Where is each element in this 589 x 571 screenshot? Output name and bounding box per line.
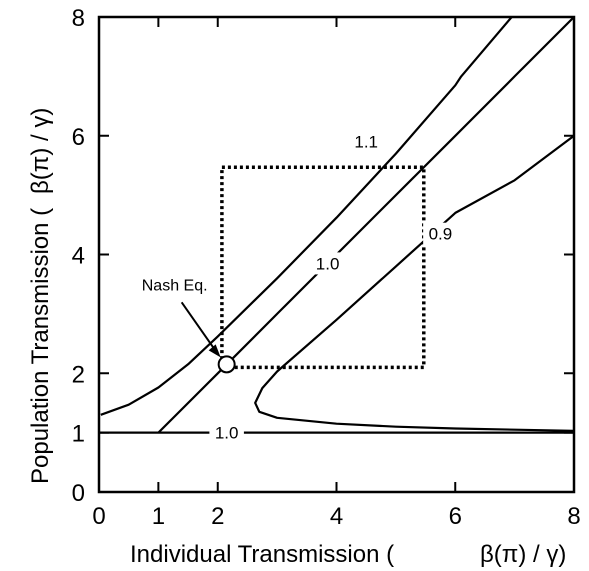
x-axis-label: Individual Transmission ( bbox=[130, 541, 394, 568]
tick-layer: 0 1 2 4 6 8 0 1 2 4 6 8 bbox=[72, 5, 581, 530]
contour-label-bg bbox=[348, 130, 384, 153]
x-tick-label: 1 bbox=[152, 503, 165, 530]
y-axis-unit: β(π) / γ) bbox=[27, 108, 54, 194]
y-tick-label: 6 bbox=[72, 124, 85, 151]
x-axis-unit: β(π) / γ) bbox=[480, 541, 566, 568]
x-tick-label: 0 bbox=[92, 503, 105, 530]
nash-equilibrium-marker bbox=[217, 355, 236, 374]
y-tick-label: 1 bbox=[72, 421, 85, 448]
contour-line-2 bbox=[100, 16, 513, 416]
contour-label: 1.1 bbox=[354, 133, 378, 152]
y-tick-label: 0 bbox=[72, 480, 85, 507]
contour-label-bg bbox=[310, 252, 345, 275]
x-tick-label: 2 bbox=[211, 503, 224, 530]
x-tick-label: 4 bbox=[330, 503, 343, 530]
plot-data-layer: 1.0 1.0 1.1 0.9 Nash Eq. bbox=[99, 16, 575, 444]
nash-arrow-line bbox=[180, 301, 218, 353]
x-tick-label: 8 bbox=[567, 503, 580, 530]
contour-label-bg bbox=[423, 222, 458, 245]
contour-label-bg bbox=[209, 421, 244, 444]
nash-region-box bbox=[220, 165, 426, 370]
x-axis-title: Individual Transmission ( β(π) / γ) bbox=[130, 541, 566, 568]
y-tick-label: 2 bbox=[72, 361, 85, 388]
y-axis-label: Population Transmission ( bbox=[27, 208, 54, 484]
nash-arrow-head bbox=[208, 344, 221, 358]
y-tick-label: 8 bbox=[72, 5, 85, 32]
y-tick-label: 4 bbox=[72, 243, 85, 270]
contour-line-3 bbox=[254, 134, 575, 432]
y-axis-title: Population Transmission ( β(π) / γ) bbox=[27, 108, 54, 484]
x-tick-label: 6 bbox=[449, 503, 462, 530]
contour-label: 0.9 bbox=[429, 225, 453, 244]
nash-equilibrium-label: Nash Eq. bbox=[142, 277, 208, 294]
contour-label: 1.0 bbox=[215, 424, 239, 443]
contour-label: 1.0 bbox=[316, 254, 340, 273]
